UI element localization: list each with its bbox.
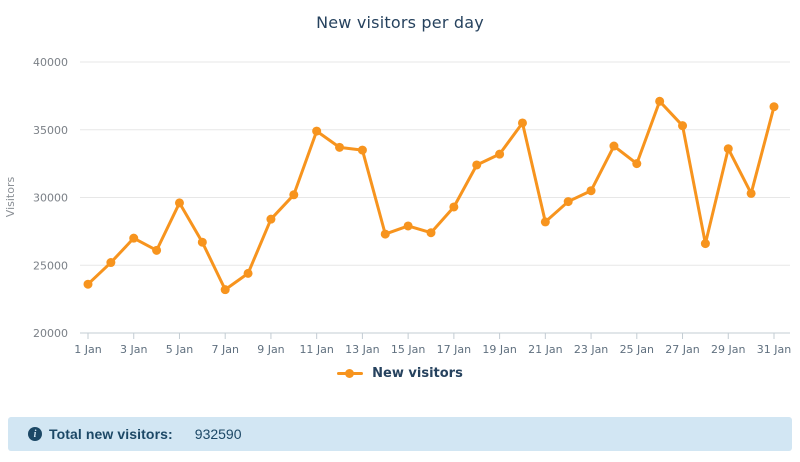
- x-axis-tick-label: 7 Jan: [211, 343, 238, 356]
- y-axis-title: Visitors: [4, 177, 17, 218]
- visitors-line-chart: Visitors 20000 25000 30000 35000 40000 1 Jan 3…: [4, 56, 791, 356]
- data-point-marker[interactable]: [152, 245, 162, 255]
- data-point-marker[interactable]: [449, 202, 459, 212]
- data-point-marker[interactable]: [472, 160, 482, 170]
- data-point-marker[interactable]: [586, 186, 596, 196]
- data-point-marker[interactable]: [678, 121, 688, 131]
- total-value: 932590: [194, 426, 242, 442]
- x-axis-tick-label: 11 Jan: [299, 343, 333, 356]
- x-axis-tick-label: 13 Jan: [345, 343, 379, 356]
- y-axis-tick-label: 35000: [33, 124, 68, 137]
- data-point-marker[interactable]: [266, 214, 276, 224]
- data-point-marker[interactable]: [335, 142, 345, 152]
- y-axis-tick-label: 20000: [33, 327, 68, 340]
- data-point-marker[interactable]: [426, 228, 436, 238]
- x-axis-tick-label: 29 Jan: [711, 343, 745, 356]
- data-point-marker[interactable]: [83, 279, 93, 289]
- total-banner: i Total new visitors: 932590: [8, 417, 792, 451]
- legend: New visitors: [0, 360, 800, 386]
- x-axis-tick-label: 17 Jan: [437, 343, 471, 356]
- data-point-marker[interactable]: [220, 285, 230, 295]
- legend-line-marker-icon: [337, 368, 364, 378]
- x-axis-tick-label: 1 Jan: [74, 343, 101, 356]
- x-axis-tick-label: 3 Jan: [120, 343, 147, 356]
- data-point-marker[interactable]: [563, 197, 573, 207]
- data-point-marker[interactable]: [106, 258, 116, 268]
- data-point-marker[interactable]: [197, 237, 207, 247]
- legend-label: New visitors: [372, 365, 463, 381]
- info-icon: i: [28, 427, 42, 441]
- x-axis-tick-label: 9 Jan: [257, 343, 284, 356]
- x-axis-tick-label: 19 Jan: [482, 343, 516, 356]
- data-point-marker[interactable]: [357, 145, 367, 155]
- data-point-marker[interactable]: [700, 239, 710, 249]
- y-axis-tick-label: 30000: [33, 192, 68, 205]
- data-point-marker[interactable]: [517, 118, 527, 128]
- data-point-marker[interactable]: [243, 268, 253, 278]
- data-point-marker[interactable]: [769, 102, 779, 112]
- chart-title: New visitors per day: [316, 13, 484, 32]
- x-axis-tick-label: 23 Jan: [574, 343, 608, 356]
- legend-item-new-visitors[interactable]: New visitors: [337, 366, 463, 381]
- legend-dot-icon: [345, 368, 355, 378]
- data-point-marker[interactable]: [655, 96, 665, 106]
- x-axis-tick-label: 5 Jan: [166, 343, 193, 356]
- data-point-marker[interactable]: [632, 159, 642, 169]
- data-point-marker[interactable]: [540, 217, 550, 227]
- data-point-marker[interactable]: [289, 190, 299, 200]
- data-point-marker[interactable]: [129, 233, 139, 243]
- total-label: Total new visitors:: [49, 426, 173, 442]
- data-point-marker[interactable]: [403, 221, 413, 231]
- y-axis-tick-label: 40000: [33, 56, 68, 69]
- data-point-marker[interactable]: [746, 188, 756, 198]
- y-axis-tick-label: 25000: [33, 259, 68, 272]
- data-point-marker[interactable]: [609, 141, 619, 151]
- data-point-marker[interactable]: [495, 149, 505, 159]
- x-axis-tick-label: 15 Jan: [391, 343, 425, 356]
- x-axis-tick-label: 27 Jan: [665, 343, 699, 356]
- data-point-marker[interactable]: [312, 126, 322, 136]
- x-axis-tick-label: 25 Jan: [620, 343, 654, 356]
- data-point-marker[interactable]: [380, 229, 390, 239]
- data-point-marker[interactable]: [174, 198, 184, 208]
- x-axis-tick-label: 31 Jan: [757, 343, 791, 356]
- x-axis-tick-label: 21 Jan: [528, 343, 562, 356]
- data-point-marker[interactable]: [723, 144, 733, 154]
